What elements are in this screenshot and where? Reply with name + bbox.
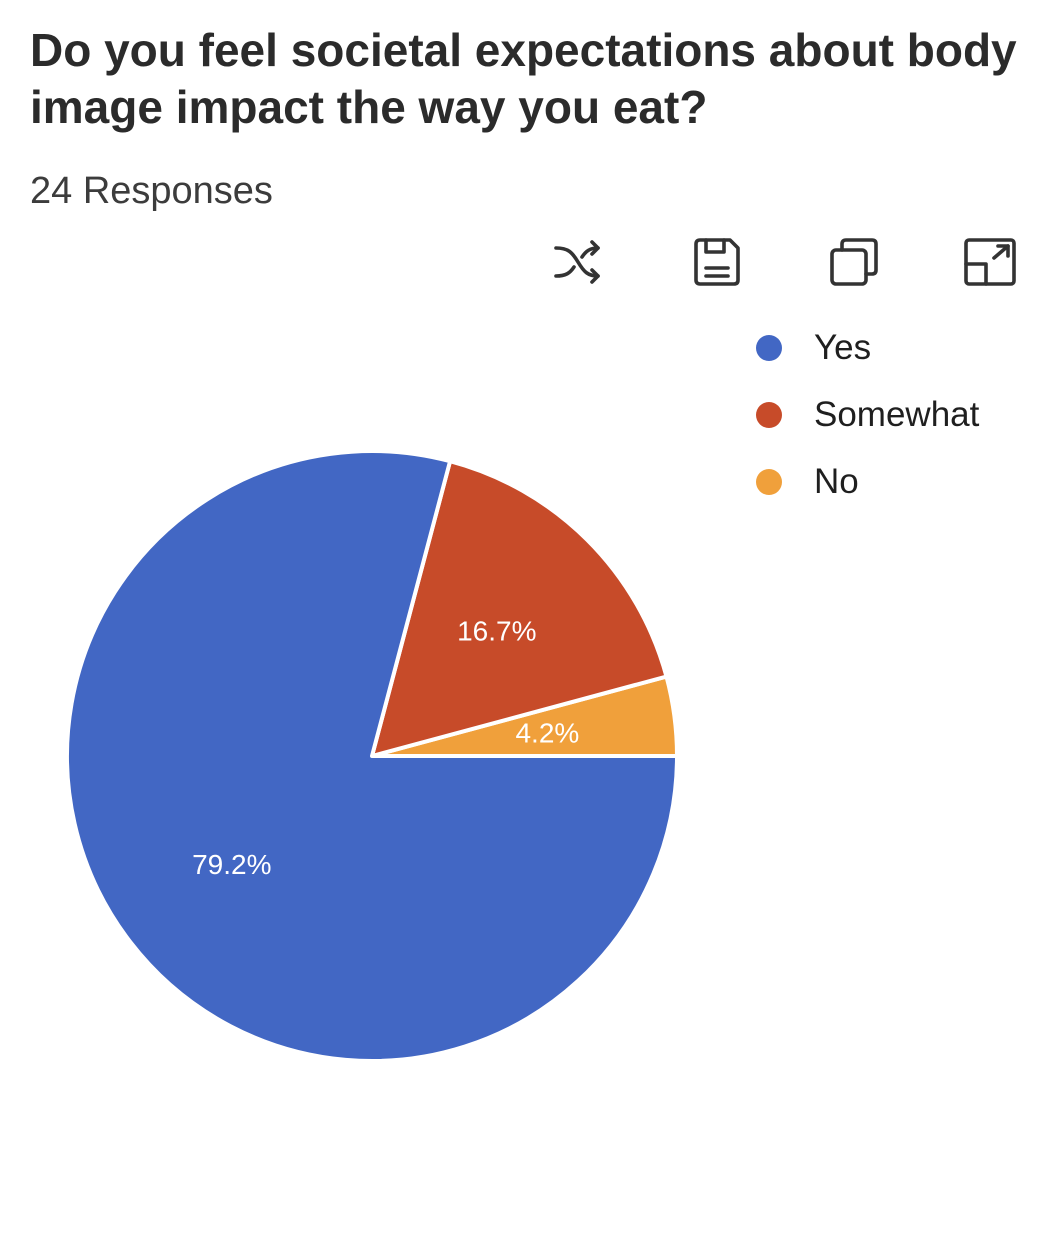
legend-label-yes: Yes bbox=[814, 327, 872, 367]
legend-swatch-yes bbox=[756, 334, 782, 361]
pie-label-yes: 79.2% bbox=[192, 849, 271, 880]
expand-button[interactable] bbox=[960, 232, 1020, 292]
save-button[interactable] bbox=[686, 232, 746, 292]
legend-item-somewhat[interactable]: Somewhat bbox=[756, 381, 979, 448]
legend-label-no: No bbox=[814, 461, 859, 501]
shuffle-icon bbox=[554, 240, 600, 284]
legend-item-no[interactable]: No bbox=[756, 448, 979, 515]
pie-chart: 4.2% 16.7% 79.2% bbox=[0, 420, 760, 1100]
chart-toolbar bbox=[0, 0, 1045, 300]
response-count: 24 Responses bbox=[30, 170, 273, 212]
pie-label-no: 4.2% bbox=[515, 718, 579, 749]
question-title: Do you feel societal expectations about … bbox=[30, 24, 1017, 133]
save-icon bbox=[694, 238, 740, 286]
legend-swatch-no bbox=[756, 468, 782, 495]
pie-label-somewhat: 16.7% bbox=[457, 616, 536, 647]
copy-icon bbox=[830, 238, 878, 286]
pie-slice-yes[interactable] bbox=[65, 449, 679, 1063]
pie-slice-somewhat[interactable] bbox=[370, 459, 669, 758]
legend-label-somewhat: Somewhat bbox=[814, 394, 980, 434]
shuffle-button[interactable] bbox=[548, 232, 608, 292]
legend-item-yes[interactable]: Yes bbox=[756, 314, 979, 381]
copy-button[interactable] bbox=[824, 232, 884, 292]
legend-swatch-somewhat bbox=[756, 401, 782, 428]
expand-icon bbox=[964, 238, 1016, 286]
pie-chart-svg: 4.2% 16.7% 79.2% bbox=[65, 449, 679, 1063]
chart-legend: Yes Somewhat No bbox=[756, 314, 979, 515]
